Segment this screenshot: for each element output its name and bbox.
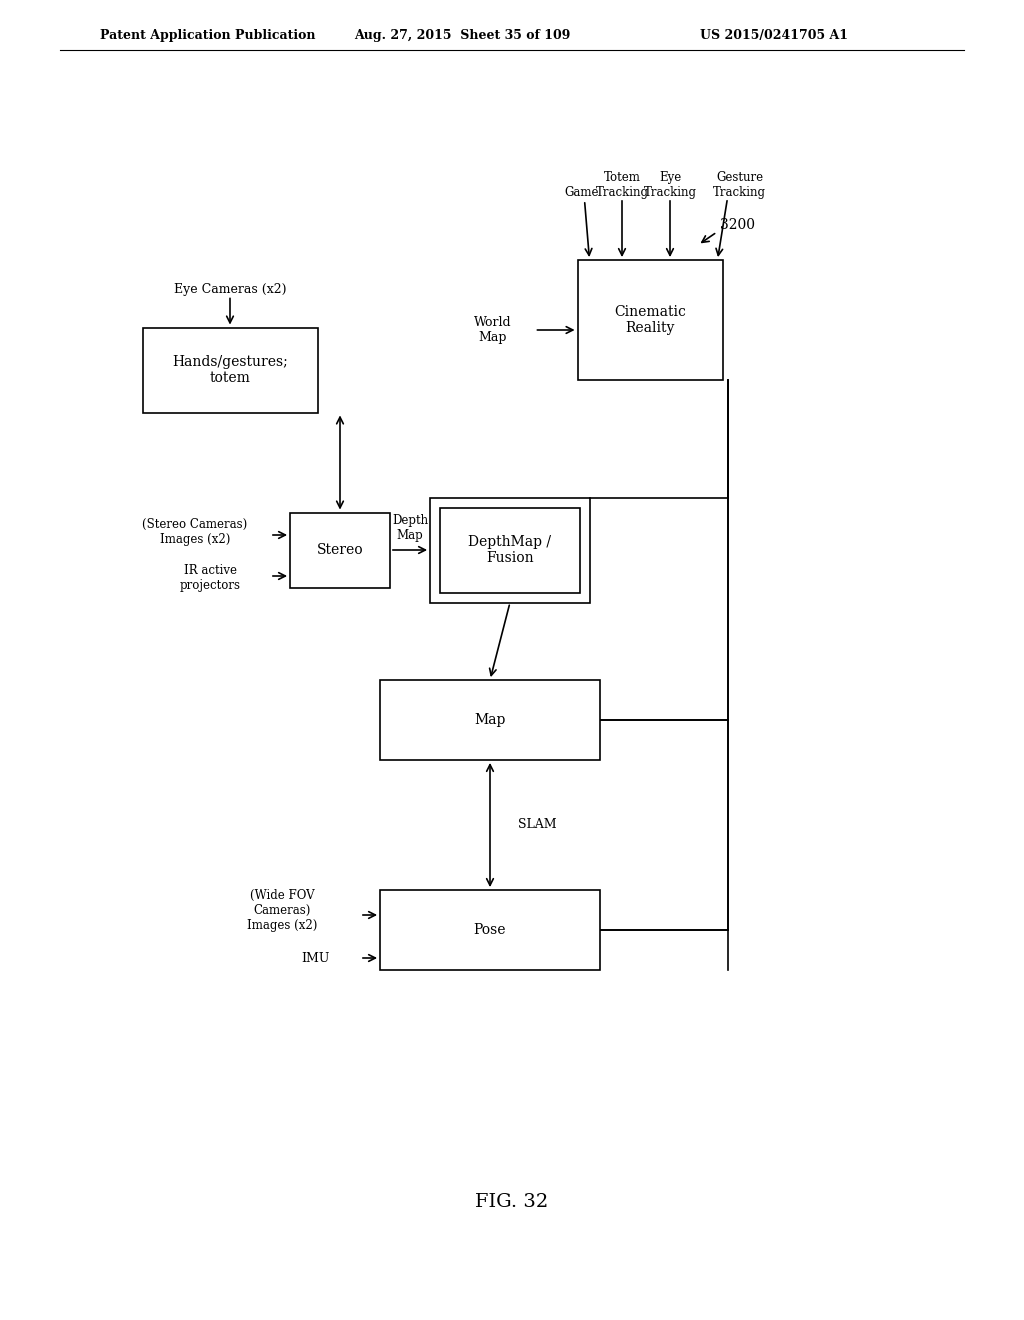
Bar [430,498,590,602]
Bar [142,327,317,412]
Text: US 2015/0241705 A1: US 2015/0241705 A1 [700,29,848,41]
Bar [578,260,723,380]
Text: Cinematic
Reality: Cinematic Reality [614,305,686,335]
Text: 3200: 3200 [720,218,755,232]
Text: Eye
Tracking: Eye Tracking [643,172,696,199]
Text: IMU: IMU [301,952,329,965]
Text: Stereo: Stereo [316,543,364,557]
Text: Pose: Pose [474,923,506,937]
Text: DepthMap /
Fusion: DepthMap / Fusion [469,535,552,565]
Text: Aug. 27, 2015  Sheet 35 of 109: Aug. 27, 2015 Sheet 35 of 109 [354,29,570,41]
Text: SLAM: SLAM [518,818,557,832]
Bar [380,680,600,760]
Bar [290,512,390,587]
Text: Patent Application Publication: Patent Application Publication [100,29,315,41]
Text: Hands/gestures;
totem: Hands/gestures; totem [172,355,288,385]
Text: World
Map: World Map [474,315,511,345]
Text: Game: Game [564,186,599,198]
Text: Gesture
Tracking: Gesture Tracking [713,172,766,199]
Bar [380,890,600,970]
Text: IR active
projectors: IR active projectors [179,564,241,591]
Text: Eye Cameras (x2): Eye Cameras (x2) [174,282,287,296]
Bar [440,507,580,593]
Text: Map: Map [474,713,506,727]
Text: (Wide FOV
Cameras)
Images (x2): (Wide FOV Cameras) Images (x2) [247,888,317,932]
Text: Depth
Map: Depth Map [392,513,428,543]
Text: (Stereo Cameras)
Images (x2): (Stereo Cameras) Images (x2) [142,517,248,546]
Text: FIG. 32: FIG. 32 [475,1193,549,1210]
Text: Totem
Tracking: Totem Tracking [596,172,648,199]
